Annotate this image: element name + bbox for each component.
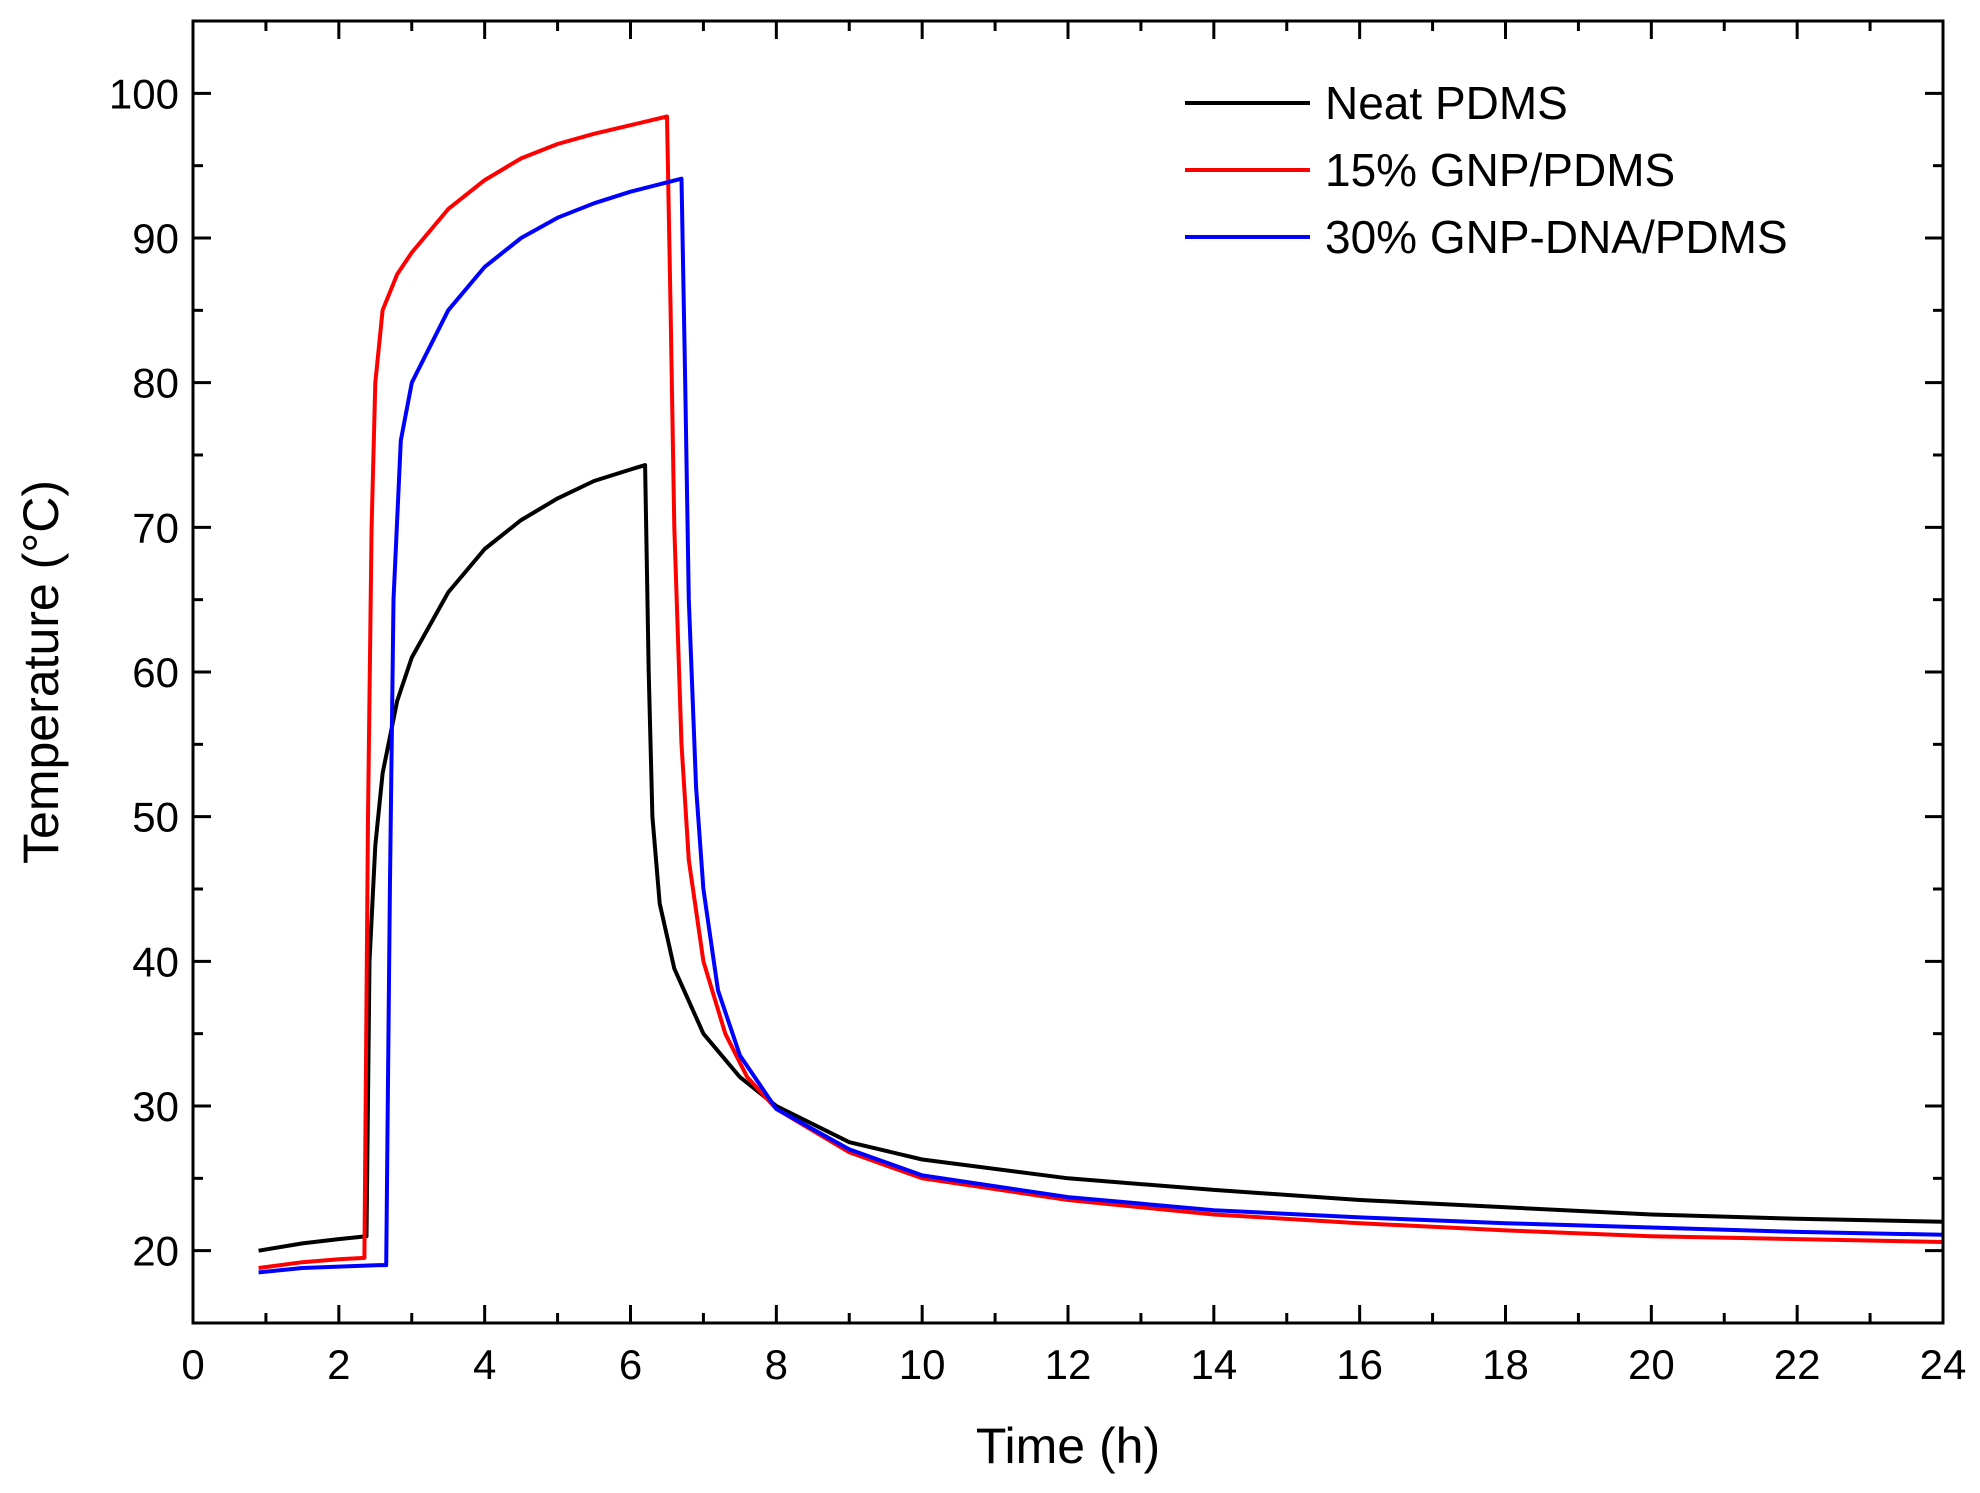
x-tick-label: 16 <box>1336 1341 1383 1388</box>
y-tick-label: 50 <box>132 794 179 841</box>
y-tick-label: 20 <box>132 1228 179 1275</box>
x-tick-label: 20 <box>1628 1341 1675 1388</box>
series-layer <box>258 114 1944 1275</box>
series-line-3 <box>258 176 1944 1275</box>
x-tick-label: 12 <box>1045 1341 1092 1388</box>
series-line-1 <box>258 463 1944 1253</box>
series-line-2 <box>258 114 1944 1270</box>
y-tick-label: 80 <box>132 360 179 407</box>
x-tick-label: 8 <box>765 1341 788 1388</box>
y-tick-label: 70 <box>132 504 179 551</box>
y-tick-label: 30 <box>132 1083 179 1130</box>
x-tick-label: 4 <box>473 1341 496 1388</box>
x-tick-label: 10 <box>899 1341 946 1388</box>
legend-label-2: 15% GNP/PDMS <box>1325 144 1675 196</box>
x-tick-label: 0 <box>181 1341 204 1388</box>
legend-label-1: Neat PDMS <box>1325 77 1568 129</box>
y-tick-label: 60 <box>132 649 179 696</box>
legend-label-3: 30% GNP-DNA/PDMS <box>1325 211 1788 263</box>
y-axis-title: Temperature (°C) <box>13 480 69 864</box>
x-tick-label: 18 <box>1482 1341 1529 1388</box>
x-tick-label: 14 <box>1190 1341 1237 1388</box>
y-tick-label: 90 <box>132 215 179 262</box>
x-tick-label: 24 <box>1920 1341 1967 1388</box>
x-axis-title: Time (h) <box>976 1418 1160 1474</box>
y-tick-label: 40 <box>132 938 179 985</box>
legend: Neat PDMS 15% GNP/PDMS 30% GNP-DNA/PDMS <box>1185 77 1788 263</box>
y-tick-label: 100 <box>109 70 179 117</box>
x-tick-label: 22 <box>1774 1341 1821 1388</box>
x-tick-label: 6 <box>619 1341 642 1388</box>
x-tick-label: 2 <box>327 1341 350 1388</box>
